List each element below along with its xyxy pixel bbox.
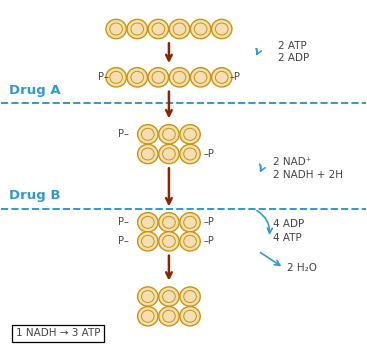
Circle shape [159, 213, 179, 232]
Text: P–: P– [118, 129, 128, 139]
Circle shape [169, 68, 190, 87]
Text: 1 NADH → 3 ATP: 1 NADH → 3 ATP [15, 329, 100, 339]
Text: 2 NAD⁺: 2 NAD⁺ [273, 157, 311, 167]
Circle shape [180, 213, 200, 232]
Circle shape [211, 19, 232, 39]
Circle shape [148, 68, 168, 87]
Circle shape [138, 232, 158, 251]
Circle shape [127, 19, 148, 39]
Circle shape [159, 232, 179, 251]
Text: 2 ADP: 2 ADP [278, 53, 309, 63]
Text: –P: –P [204, 149, 215, 159]
Text: –P: –P [204, 218, 215, 227]
Text: –P: –P [229, 72, 240, 82]
Circle shape [138, 307, 158, 326]
Text: P–: P– [98, 72, 109, 82]
Text: 2 ATP: 2 ATP [278, 41, 307, 51]
Circle shape [159, 307, 179, 326]
Text: P–: P– [118, 218, 128, 227]
Circle shape [138, 213, 158, 232]
Text: 4 ADP: 4 ADP [273, 219, 304, 229]
Circle shape [211, 68, 232, 87]
Circle shape [148, 19, 168, 39]
Text: P–: P– [118, 236, 128, 246]
Circle shape [180, 232, 200, 251]
Circle shape [106, 68, 126, 87]
Text: 4 ATP: 4 ATP [273, 233, 301, 243]
Circle shape [138, 125, 158, 144]
Text: Drug B: Drug B [9, 189, 60, 202]
Circle shape [180, 125, 200, 144]
Circle shape [106, 19, 126, 39]
Circle shape [138, 144, 158, 164]
Circle shape [169, 19, 190, 39]
Circle shape [190, 68, 211, 87]
Circle shape [127, 68, 148, 87]
Circle shape [180, 144, 200, 164]
Circle shape [138, 287, 158, 306]
Text: Drug A: Drug A [9, 84, 60, 97]
Circle shape [190, 19, 211, 39]
Text: –P: –P [204, 236, 215, 246]
Text: 2 H₂O: 2 H₂O [287, 263, 317, 273]
Circle shape [159, 125, 179, 144]
Circle shape [159, 144, 179, 164]
Circle shape [159, 287, 179, 306]
Circle shape [180, 287, 200, 306]
Text: 2 NADH + 2H: 2 NADH + 2H [273, 170, 343, 180]
Circle shape [180, 307, 200, 326]
